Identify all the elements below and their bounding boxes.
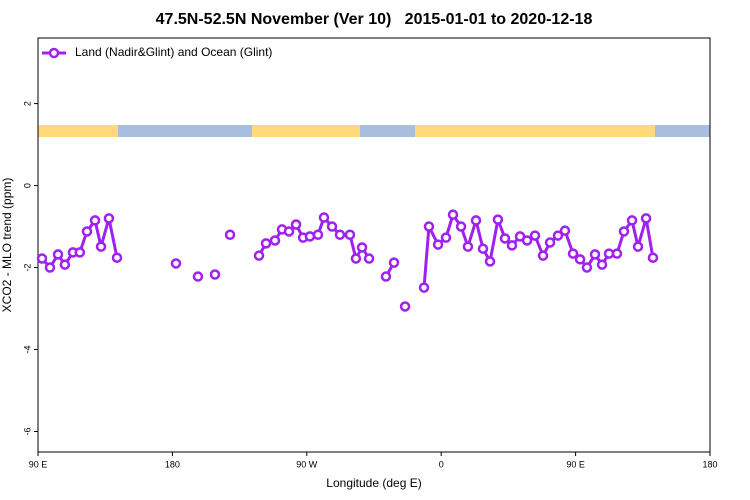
point — [455, 221, 467, 232]
x-tick-label: 90 E — [566, 459, 585, 469]
point — [647, 252, 659, 263]
point — [350, 253, 362, 264]
point — [462, 241, 474, 252]
point — [640, 213, 652, 224]
x-tick-label: 90 E — [29, 459, 48, 469]
point — [326, 221, 338, 232]
y-tick-label: -6 — [22, 427, 32, 435]
series-line — [40, 216, 119, 271]
plot-frame — [37, 37, 711, 453]
legend-marker — [48, 47, 60, 59]
ocean-segment — [655, 125, 710, 137]
point — [81, 226, 93, 237]
point — [521, 235, 533, 246]
point — [567, 248, 579, 259]
point — [89, 215, 101, 226]
point — [477, 243, 489, 254]
point — [380, 271, 392, 282]
point — [529, 230, 541, 241]
land-ocean-band — [38, 125, 710, 137]
point — [499, 233, 511, 244]
point — [492, 214, 504, 225]
point — [95, 241, 107, 252]
y-tick-label: 2 — [22, 101, 32, 106]
point — [283, 226, 295, 237]
y-tick-label: -2 — [22, 264, 32, 272]
point — [596, 259, 608, 270]
x-tick-label: 180 — [702, 459, 717, 469]
point — [537, 250, 549, 261]
point — [334, 229, 346, 241]
point — [632, 241, 644, 252]
point — [290, 219, 302, 230]
point — [356, 242, 368, 253]
point — [574, 254, 586, 265]
point — [260, 238, 272, 249]
point — [44, 262, 56, 273]
point — [318, 212, 330, 223]
chart-title: 47.5N-52.5N November (Ver 10) 2015-01-01… — [156, 11, 593, 28]
point — [626, 215, 638, 226]
point — [618, 226, 630, 237]
ocean-segment — [360, 125, 415, 137]
land-segment — [252, 125, 360, 137]
point — [103, 213, 115, 224]
point — [74, 247, 86, 258]
point — [192, 271, 204, 282]
point — [484, 256, 496, 267]
point — [552, 230, 564, 241]
point — [423, 221, 435, 232]
point — [559, 225, 571, 236]
point — [432, 239, 444, 250]
y-tick-label: -4 — [22, 346, 32, 354]
point — [544, 237, 556, 248]
point — [388, 257, 400, 268]
point — [59, 259, 71, 270]
x-tick-label: 0 — [439, 459, 444, 469]
point — [304, 231, 316, 242]
point — [36, 253, 48, 264]
x-tick-label: 90 W — [296, 459, 318, 469]
point — [344, 229, 356, 241]
point — [440, 232, 452, 243]
point — [269, 235, 281, 246]
point — [253, 250, 265, 261]
point — [506, 240, 518, 251]
point — [52, 249, 64, 260]
x-axis-label: Longitude (deg E) — [326, 476, 421, 490]
land-segment — [38, 125, 118, 137]
point — [447, 209, 459, 220]
point — [470, 215, 482, 226]
y-tick-label: 0 — [22, 183, 32, 188]
point — [209, 269, 221, 280]
x-tick-label: 180 — [165, 459, 180, 469]
legend-label: Land (Nadir&Glint) and Ocean (Glint) — [75, 45, 272, 59]
y-axis-label: XCO2 - MLO trend (ppm) — [0, 178, 14, 313]
ocean-segment — [118, 125, 252, 137]
point — [581, 262, 593, 273]
point — [418, 282, 430, 293]
point — [170, 258, 182, 269]
point — [363, 253, 375, 264]
point — [399, 301, 411, 312]
point — [111, 252, 123, 263]
land-segment — [415, 125, 655, 137]
point — [312, 229, 324, 241]
point — [589, 249, 601, 260]
point — [611, 248, 623, 259]
point — [224, 229, 236, 241]
